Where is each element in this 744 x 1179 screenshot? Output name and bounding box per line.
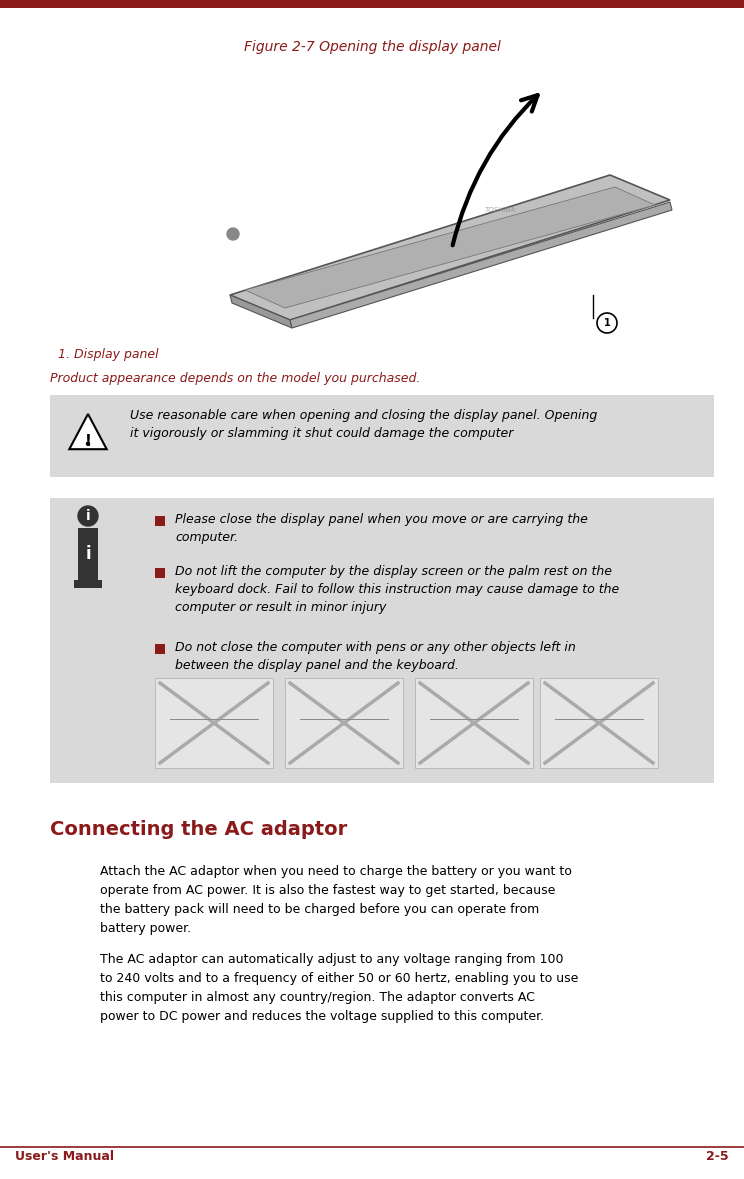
Bar — [155, 516, 165, 526]
Bar — [50, 395, 714, 477]
Text: Do not lift the computer by the display screen or the palm rest on the
keyboard : Do not lift the computer by the display … — [175, 565, 619, 614]
Circle shape — [78, 506, 98, 526]
Circle shape — [597, 312, 617, 332]
Text: !: ! — [85, 434, 92, 448]
Bar — [415, 678, 533, 768]
Polygon shape — [290, 202, 672, 328]
Text: TOSHIBA: TOSHIBA — [484, 208, 516, 213]
Text: 1: 1 — [603, 318, 610, 328]
Polygon shape — [69, 414, 106, 449]
Bar — [74, 580, 102, 588]
Text: Attach the AC adaptor when you need to charge the battery or you want to
operate: Attach the AC adaptor when you need to c… — [100, 865, 572, 935]
Bar — [540, 678, 658, 768]
Bar — [155, 568, 165, 578]
Bar — [155, 678, 273, 768]
Polygon shape — [230, 295, 292, 328]
Bar — [0, 0, 744, 8]
Text: Figure 2-7 Opening the display panel: Figure 2-7 Opening the display panel — [243, 40, 501, 54]
Text: The AC adaptor can automatically adjust to any voltage ranging from 100
to 240 v: The AC adaptor can automatically adjust … — [100, 953, 578, 1023]
Text: Product appearance depends on the model you purchased.: Product appearance depends on the model … — [50, 373, 420, 386]
Polygon shape — [230, 174, 670, 320]
Text: Do not close the computer with pens or any other objects left in
between the dis: Do not close the computer with pens or a… — [175, 641, 576, 672]
Text: i: i — [86, 509, 90, 523]
Polygon shape — [245, 187, 655, 308]
Bar — [155, 644, 165, 654]
Circle shape — [227, 228, 239, 241]
Text: Please close the display panel when you move or are carrying the
computer.: Please close the display panel when you … — [175, 513, 588, 544]
Text: 2-5: 2-5 — [706, 1151, 729, 1164]
Text: User's Manual: User's Manual — [15, 1151, 114, 1164]
Circle shape — [86, 442, 89, 446]
Text: Use reasonable care when opening and closing the display panel. Opening
it vigor: Use reasonable care when opening and clo… — [130, 409, 597, 441]
Text: i: i — [85, 545, 91, 564]
Bar — [50, 498, 714, 783]
Bar — [285, 678, 403, 768]
Bar — [78, 528, 98, 580]
Text: Connecting the AC adaptor: Connecting the AC adaptor — [50, 821, 347, 839]
Text: 1. Display panel: 1. Display panel — [50, 348, 158, 361]
